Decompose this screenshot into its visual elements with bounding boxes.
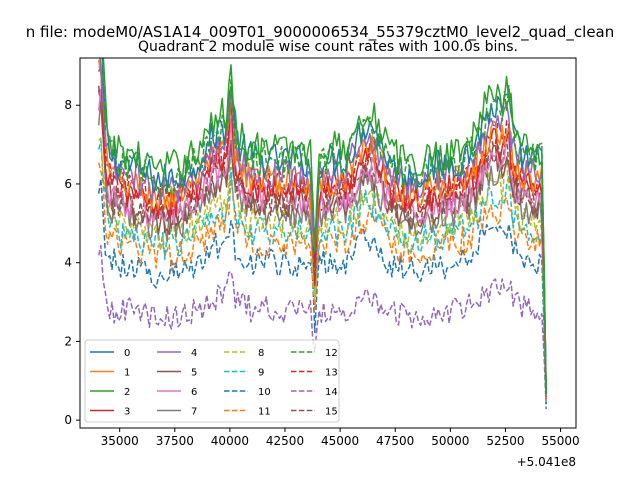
x-tick-label: 37500 xyxy=(156,434,194,448)
plot-frame xyxy=(79,57,577,429)
x-tick-label: 47500 xyxy=(376,434,414,448)
legend-label: 10 xyxy=(258,387,271,398)
legend-label: 3 xyxy=(124,407,130,418)
x-tick-label: 35000 xyxy=(101,434,139,448)
series-layer xyxy=(97,58,547,410)
series-line-6 xyxy=(97,88,547,399)
y-tick-label: 6 xyxy=(64,177,72,191)
series-line-2 xyxy=(102,58,547,394)
legend-label: 11 xyxy=(258,407,271,418)
x-tick-label: 40000 xyxy=(211,434,249,448)
x-tick-label: 45000 xyxy=(321,434,359,448)
x-tick-label: 50000 xyxy=(431,434,469,448)
legend-label: 15 xyxy=(325,407,338,418)
legend-label: 0 xyxy=(124,348,130,359)
x-tick-label: 42500 xyxy=(266,434,304,448)
chart-suptitle: n file: modeM0/AS1A14_009T01_9000006534_… xyxy=(26,23,615,42)
series-line-9 xyxy=(97,140,547,402)
series-line-10 xyxy=(97,178,547,405)
chart-title: Quadrant 2 module wise count rates with … xyxy=(138,39,518,55)
y-tick-label: 2 xyxy=(64,334,72,348)
series-line-14 xyxy=(97,244,547,410)
legend-label: 8 xyxy=(258,348,264,359)
series-line-11 xyxy=(97,162,547,403)
series-line-7 xyxy=(97,97,547,400)
x-offset-label: +5.041e8 xyxy=(517,455,576,469)
y-tick-label: 8 xyxy=(64,98,72,112)
legend-label: 5 xyxy=(191,368,197,379)
legend-label: 2 xyxy=(124,387,130,398)
x-tick-label: 55000 xyxy=(541,434,579,448)
legend-label: 6 xyxy=(191,387,197,398)
legend-label: 12 xyxy=(325,348,338,359)
legend-label: 7 xyxy=(191,407,197,418)
axis-ticks: 35000 37500 40000 42500 45000 47500 50000 52500… xyxy=(64,98,579,448)
legend-box xyxy=(84,339,340,423)
legend-label: 1 xyxy=(124,368,130,379)
legend-label: 9 xyxy=(258,368,264,379)
series-line-4 xyxy=(99,58,547,396)
x-tick-label: 52500 xyxy=(486,434,524,448)
legend-label: 4 xyxy=(191,348,197,359)
legend-label: 13 xyxy=(325,368,338,379)
y-tick-label: 0 xyxy=(64,413,72,427)
y-tick-label: 4 xyxy=(64,256,72,270)
legend-label: 14 xyxy=(325,387,338,398)
